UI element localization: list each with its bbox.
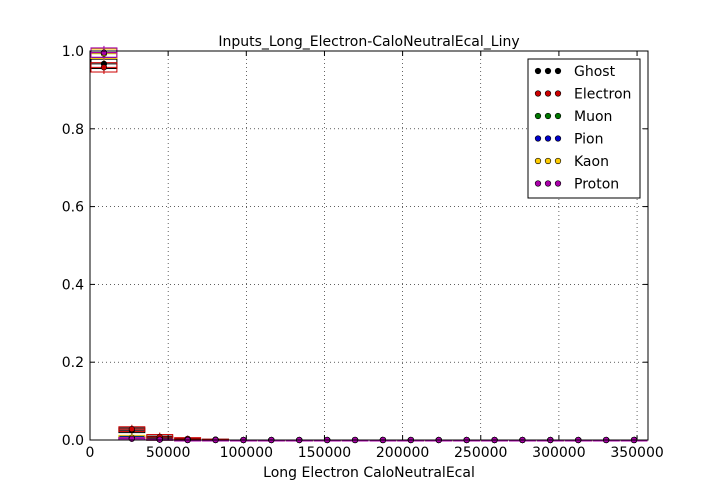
y-tick-label: 1.0: [62, 44, 84, 60]
plot-frame: [89, 50, 649, 441]
legend-marker: [534, 112, 542, 120]
x-tick-label: 350000: [610, 445, 663, 461]
legend-marker: [544, 90, 552, 97]
x-tick-label: 250000: [454, 445, 507, 461]
x-tick-label: 150000: [298, 445, 351, 461]
legend-marker: [544, 67, 552, 75]
legend-label: Muon: [574, 109, 612, 125]
legend-marker: [554, 135, 562, 142]
legend-label: Kaon: [574, 154, 609, 170]
y-tick-label: 0.8: [62, 122, 84, 138]
data-point: [128, 435, 135, 442]
x-tick-label: 50000: [146, 445, 191, 461]
y-axis: 0.0 0.2 0.4 0.6 0.8 1.0: [62, 44, 648, 449]
legend-marker: [544, 157, 552, 165]
x-tick-label: 300000: [532, 445, 585, 461]
legend-label: Proton: [574, 177, 619, 193]
legend-marker: [554, 67, 562, 75]
y-tick-label: 0.2: [62, 355, 84, 371]
legend-marker: [544, 112, 552, 120]
y-tick-label: 0.4: [62, 277, 84, 293]
x-axis: 0 50000 100000 150000 200000 250000 300000 3500…: [86, 51, 664, 461]
x-tick-label: 100000: [220, 445, 273, 461]
y-tick-label: 0.6: [62, 200, 84, 216]
legend-marker: [554, 90, 562, 97]
data-point: [100, 64, 108, 71]
legend-frame: [527, 58, 641, 199]
legend-marker: [534, 157, 542, 165]
y-tick-label: 0.0: [62, 433, 84, 449]
legend-marker: [534, 67, 542, 75]
legend-marker: [554, 180, 562, 187]
legend-label: Ghost: [574, 64, 616, 80]
x-tick-label: 0: [86, 445, 95, 461]
x-tick-label: 200000: [376, 445, 429, 461]
legend-marker: [534, 135, 542, 142]
legend-marker: [544, 135, 552, 142]
legend-label: Pion: [574, 132, 603, 148]
chart-title: Inputs_Long_Electron-CaloNeutralEcal_Lin…: [218, 34, 519, 50]
legend-marker: [534, 180, 542, 187]
legend-label: Electron: [574, 87, 631, 103]
legend-marker: [544, 180, 552, 187]
legend-marker: [554, 112, 562, 120]
legend-marker: [554, 157, 562, 165]
legend: Ghost Electron Muon Pion Kaon Proton: [527, 58, 641, 199]
data-point: [128, 426, 135, 433]
legend-marker: [534, 90, 542, 97]
x-axis-label: Long Electron CaloNeutralEcal: [263, 465, 475, 481]
